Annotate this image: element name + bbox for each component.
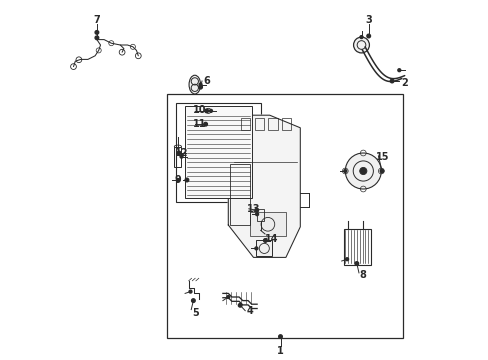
Text: 14: 14 xyxy=(264,234,278,244)
Bar xyxy=(256,240,272,256)
Text: 9: 9 xyxy=(174,175,181,185)
Bar xyxy=(268,118,277,130)
Bar xyxy=(282,118,291,130)
Circle shape xyxy=(199,83,202,86)
Polygon shape xyxy=(228,115,300,257)
Circle shape xyxy=(185,178,188,182)
Text: 3: 3 xyxy=(365,15,371,25)
Circle shape xyxy=(180,155,183,158)
Circle shape xyxy=(209,109,212,112)
Text: 11: 11 xyxy=(192,119,206,129)
Circle shape xyxy=(343,170,346,172)
Circle shape xyxy=(278,335,282,338)
Circle shape xyxy=(380,169,383,173)
Text: 15: 15 xyxy=(376,152,389,162)
Bar xyxy=(167,94,402,338)
Ellipse shape xyxy=(189,75,200,94)
Circle shape xyxy=(263,239,266,242)
Circle shape xyxy=(254,247,257,250)
Circle shape xyxy=(254,208,258,212)
Circle shape xyxy=(389,79,393,83)
Text: 12: 12 xyxy=(174,148,188,158)
Text: 2: 2 xyxy=(401,78,407,88)
Bar xyxy=(241,118,250,130)
Bar xyxy=(230,164,249,225)
Text: 10: 10 xyxy=(192,105,206,115)
Circle shape xyxy=(366,34,370,38)
Bar xyxy=(343,229,370,265)
Circle shape xyxy=(199,85,202,89)
Text: 8: 8 xyxy=(359,270,366,280)
Circle shape xyxy=(204,109,208,113)
Circle shape xyxy=(345,153,381,189)
Circle shape xyxy=(353,37,368,53)
Circle shape xyxy=(226,296,229,298)
Text: 7: 7 xyxy=(93,15,100,25)
Bar xyxy=(249,212,285,236)
Circle shape xyxy=(176,179,179,181)
Bar xyxy=(174,147,181,167)
Bar xyxy=(176,103,260,202)
Circle shape xyxy=(359,167,366,175)
Circle shape xyxy=(345,258,348,261)
Circle shape xyxy=(238,303,242,307)
Circle shape xyxy=(95,36,99,40)
Text: 6: 6 xyxy=(203,76,210,86)
Circle shape xyxy=(255,213,258,216)
Text: 1: 1 xyxy=(277,346,284,356)
Circle shape xyxy=(95,31,99,34)
Text: 13: 13 xyxy=(246,204,260,214)
Circle shape xyxy=(354,262,358,265)
Bar xyxy=(257,209,263,221)
Circle shape xyxy=(191,299,195,302)
Circle shape xyxy=(189,290,192,293)
Circle shape xyxy=(203,122,207,126)
Circle shape xyxy=(177,151,181,155)
Text: 5: 5 xyxy=(192,308,199,318)
Bar xyxy=(185,106,251,198)
Bar xyxy=(254,118,264,130)
Circle shape xyxy=(397,69,400,72)
Text: 4: 4 xyxy=(246,306,253,316)
Circle shape xyxy=(359,36,362,39)
